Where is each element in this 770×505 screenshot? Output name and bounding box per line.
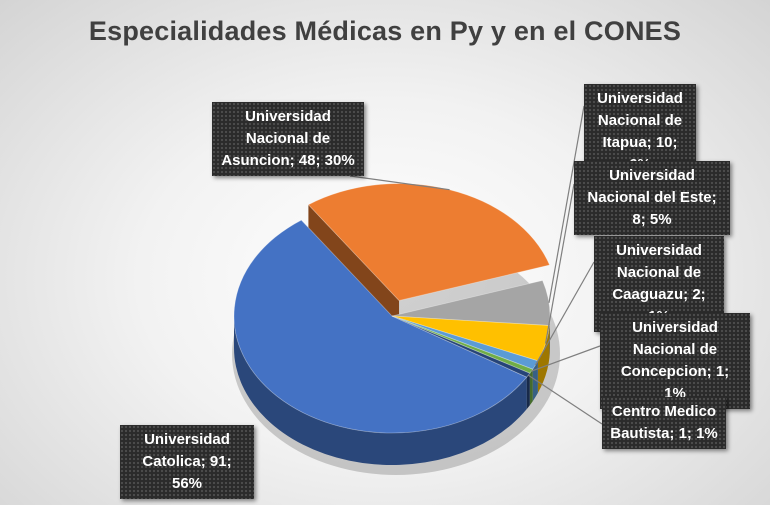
- pie-slice-side-uncaaguazu: [532, 360, 538, 402]
- pie-slice-side-ucatolica: [234, 316, 527, 465]
- pie-slice-side-cmbautista: [526, 373, 530, 410]
- pie-slice-cmbautista: [391, 315, 531, 378]
- data-label-ucatolica: Universidad Catolica; 91; 56%: [120, 425, 254, 499]
- leader-line-unconcepcion: [531, 345, 601, 372]
- pie-slice-side-uneste: [537, 325, 550, 393]
- leader-line-cmbautista: [527, 374, 603, 425]
- pie-slice-side-unitapua: [549, 316, 550, 358]
- data-label-text: Centro Medico Bautista; 1; 1%: [610, 403, 718, 442]
- leader-line-uncaaguazu: [534, 261, 595, 366]
- pie-slice-ucatolica: [233, 219, 528, 434]
- leader-line-unitapua: [548, 105, 585, 303]
- leader-line-unasuncion: [349, 175, 450, 191]
- pie-slice-unconcepcion: [391, 315, 534, 374]
- data-label-text: Universidad Nacional de Itapua; 10; 6%: [597, 90, 683, 173]
- data-label-unconcepcion: Universidad Nacional de Concepcion; 1; 1…: [600, 313, 750, 409]
- pie-slice-side-unconcepcion: [529, 369, 533, 406]
- data-label-text: Universidad Nacional del Este; 8; 5%: [587, 167, 717, 228]
- chart-title: Especialidades Médicas en Py y en el CON…: [88, 16, 682, 46]
- data-label-uneste: Universidad Nacional del Este; 8; 5%: [574, 161, 730, 235]
- leader-line-uneste: [544, 183, 575, 344]
- data-label-text: Universidad Catolica; 91; 56%: [142, 431, 232, 492]
- data-label-text: Universidad Nacional de Concepcion; 1; 1…: [620, 319, 730, 402]
- data-label-text: Universidad Nacional de Asuncion; 48; 30…: [221, 108, 355, 169]
- data-label-unasuncion: Universidad Nacional de Asuncion; 48; 30…: [212, 102, 364, 176]
- data-label-cmbautista: Centro Medico Bautista; 1; 1%: [602, 397, 726, 449]
